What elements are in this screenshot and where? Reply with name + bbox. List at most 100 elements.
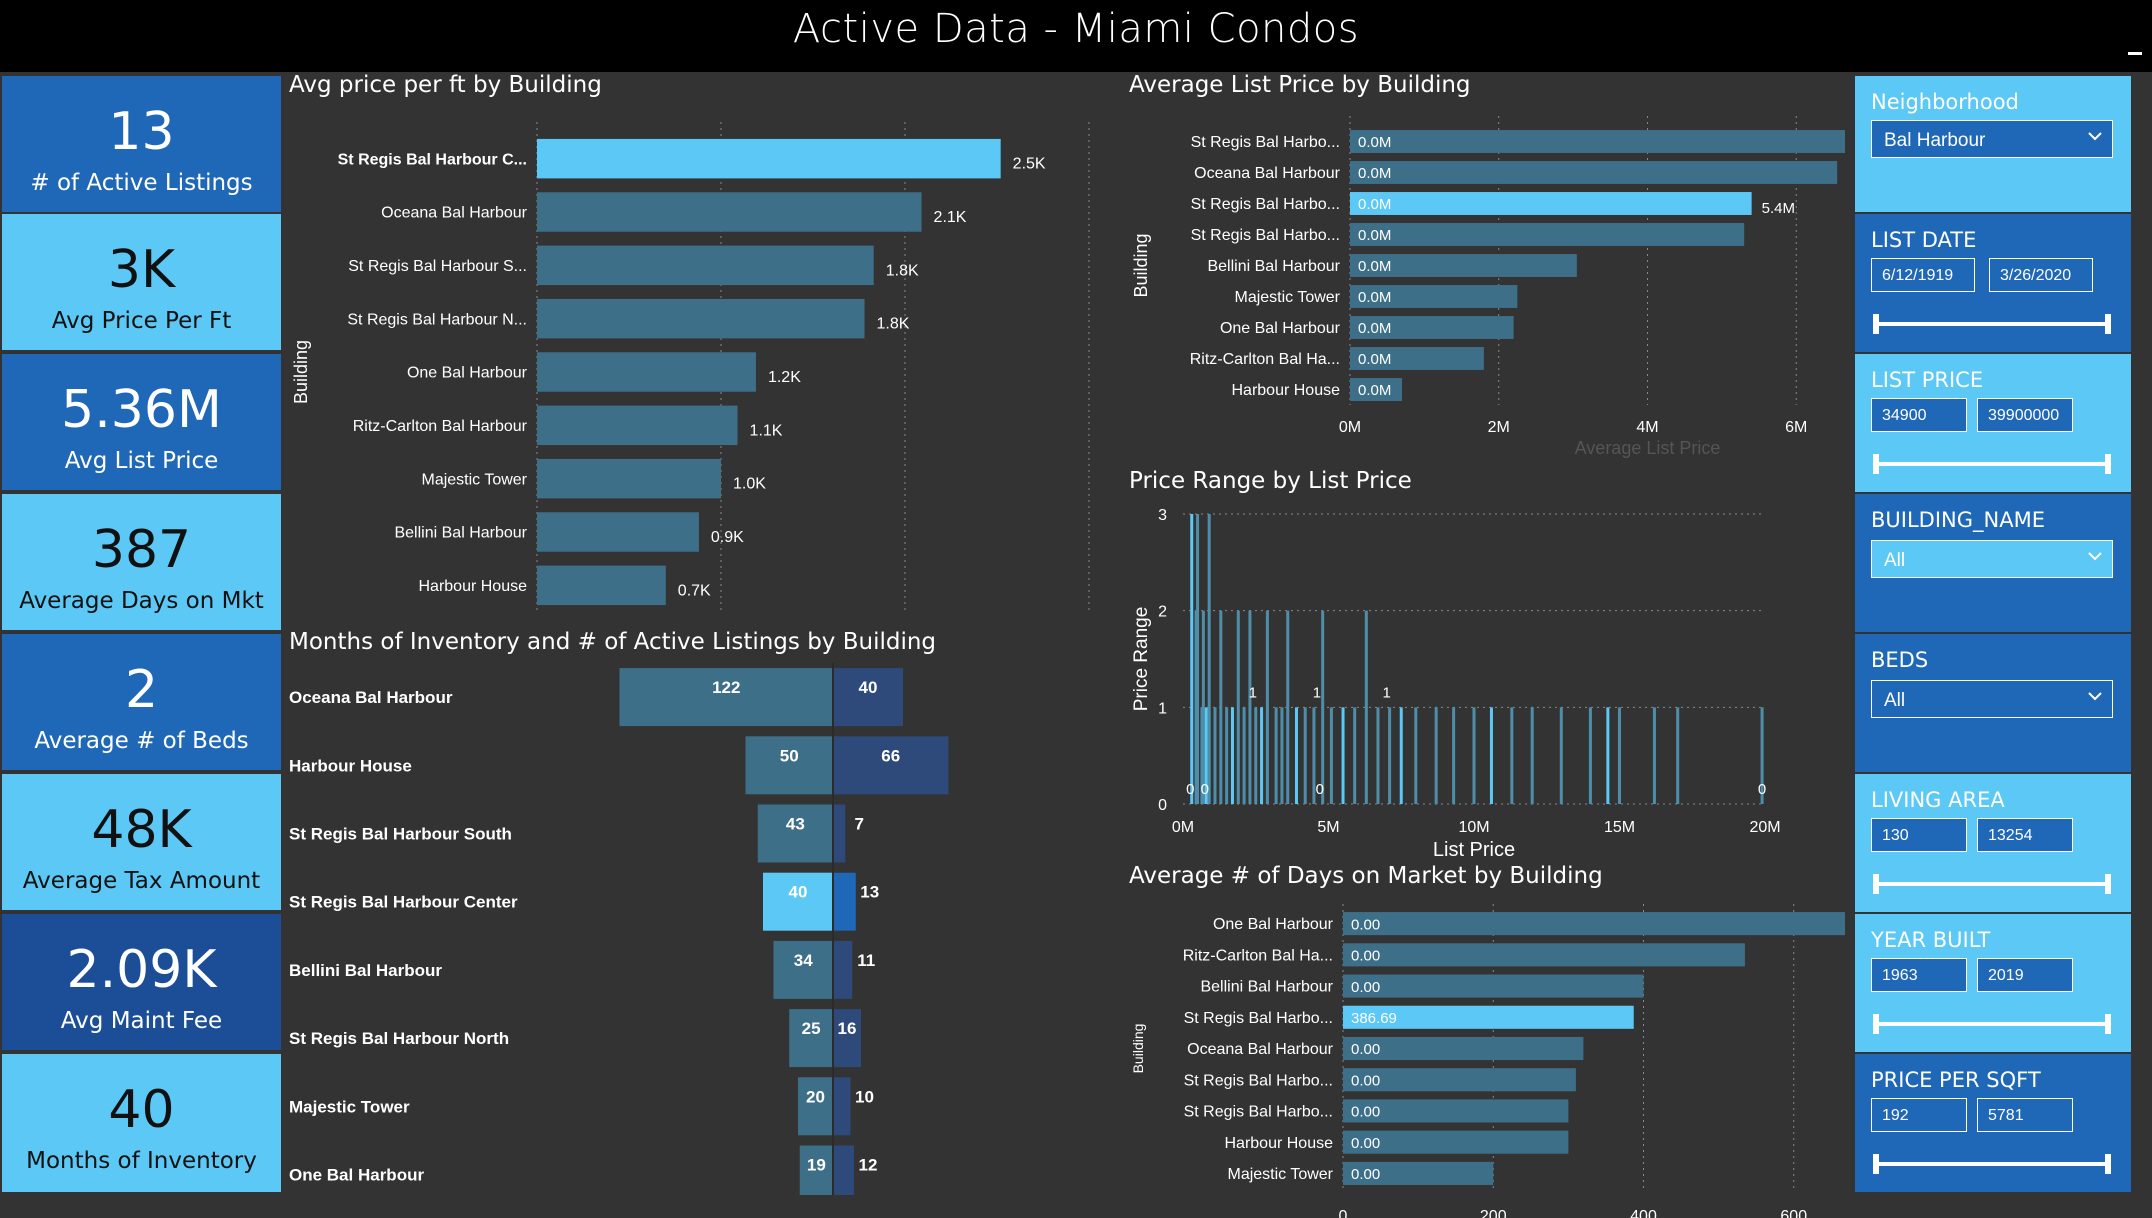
neighborhood-dropdown[interactable]: Bal Harbour [1871,120,2113,158]
bar [1343,1005,1634,1029]
slicer-label: BUILDING_NAME [1871,508,2045,532]
bar [1353,707,1357,804]
bar [537,512,699,552]
bar-value-label: 1.8K [877,316,910,333]
bar-value-label: 0.00 [1351,948,1380,965]
bar [1434,707,1438,804]
range-max-value: 5781 [1988,1107,2024,1124]
x-tick-label: 4M [1636,419,1658,436]
bar-left [763,872,833,931]
y-tick-label: 3 [1158,507,1167,524]
category-label: Majestic Tower [1227,1166,1333,1183]
category-label: Bellini Bal Harbour [289,961,442,980]
slicer-label: Neighborhood [1871,90,2019,114]
bar [1676,707,1680,804]
bar [1196,514,1200,804]
year-built-range-slider[interactable] [1871,1014,2113,1034]
bar-value-label: 0.0M [1358,351,1391,368]
data-label: 1 [1383,684,1391,701]
bar [1341,707,1345,804]
category-label: St Regis Bal Harbo... [1184,1010,1333,1027]
bar-left [757,804,833,863]
dropdown-value: All [1884,690,1906,711]
kpi-months-of-inventory: 40 Months of Inventory [2,1054,281,1192]
category-label: One Bal Harbour [407,365,528,382]
living-area-max-input[interactable]: 13254 [1977,818,2073,852]
bar [1350,254,1577,277]
kpi-value: 40 [108,1080,175,1140]
minimize-icon[interactable] [2128,52,2142,55]
report-title: Active Data - Miami Condos [792,6,1360,52]
living-area-min-input[interactable]: 130 [1871,818,1967,852]
list-date-min-input[interactable]: 6/12/1919 [1871,258,1975,292]
list-price-max-input[interactable]: 39900000 [1977,398,2073,432]
list-date-max-input[interactable]: 3/26/2020 [1989,258,2093,292]
bar [1248,610,1252,804]
slicer-list-price: LIST PRICE 34900 39900000 [1855,354,2131,492]
bar [1343,943,1745,967]
bar [1588,707,1592,804]
bar-value-label: 0.0M [1358,320,1391,337]
slider-handle-min [1873,1154,1879,1174]
x-axis-title: List Price [1433,839,1515,860]
price-per-sqft-range-slider[interactable] [1871,1154,2113,1174]
bar [1265,610,1269,804]
category-label: St Regis Bal Harbo... [1191,227,1340,244]
bar-left [773,940,833,999]
list-price-range-slider[interactable] [1871,454,2113,474]
slicer-label: LIST DATE [1871,228,1977,252]
slider-handle-max [2105,454,2111,474]
chart-title-price-range: Price Range by List Price [1129,468,1412,494]
days-on-market-chart: 0200400600800One Bal Harbour0.00Ritz-Car… [1130,900,1845,1218]
bar-right [833,804,846,863]
price-per-sqft-min-input[interactable]: 192 [1871,1098,1967,1132]
bar [1219,610,1223,804]
category-label: St Regis Bal Harbour South [289,825,512,844]
x-tick-label: 200 [1480,1208,1507,1218]
year-built-min-input[interactable]: 1963 [1871,958,1967,992]
slicer-label: PRICE PER SQFT [1871,1068,2041,1092]
building-name-dropdown[interactable]: All [1871,540,2113,578]
category-label: One Bal Harbour [289,1166,424,1185]
bar [1254,707,1258,804]
bar-right [833,736,949,795]
x-tick-label: 10M [1458,819,1489,836]
range-min-value: 130 [1882,827,1909,844]
year-built-max-input[interactable]: 2019 [1977,958,2073,992]
bar [1343,1068,1576,1092]
slider-handle-min [1873,1014,1879,1034]
slider-handle-min [1873,454,1879,474]
range-min-value: 34900 [1882,407,1927,424]
slider-handle-max [2105,1014,2111,1034]
range-max-value: 13254 [1988,827,2033,844]
slicer-living-area: LIVING AREA 130 13254 [1855,774,2131,912]
bar-value-label: 0.9K [711,529,744,546]
bar [1343,1130,1569,1154]
category-label: Oceana Bal Harbour [1194,165,1341,182]
x-tick-label: 5M [1317,819,1339,836]
avg-price-per-ft-chart: 0K1K2K3KSt Regis Bal Harbour C...2.5KOce… [291,122,1090,612]
avg-list-price-chart: 0M2M4M6M8MSt Regis Bal Harbo...0.0MOcean… [1131,116,1845,458]
bar [1343,912,1845,936]
chart-title-avg-price-per-ft: Avg price per ft by Building [289,72,602,98]
list-price-min-input[interactable]: 34900 [1871,398,1967,432]
bar [1286,610,1290,804]
list-date-range-slider[interactable] [1871,314,2113,334]
bar-value-label: 50 [780,746,799,765]
bar-right [833,1145,854,1195]
living-area-range-slider[interactable] [1871,874,2113,894]
bar-value-label: 13 [860,883,879,902]
slider-handle-max [2105,874,2111,894]
beds-dropdown[interactable]: All [1871,680,2113,718]
slicer-label: YEAR BUILT [1871,928,1991,952]
bar-value-label: 2.5K [1013,156,1046,173]
range-min-value: 6/12/1919 [1882,267,1954,284]
kpi-value: 2.09K [66,940,217,1000]
bar [1343,1036,1584,1061]
kpi-value: 5.36M [61,380,222,440]
bar [1225,707,1229,804]
bar [1350,285,1518,308]
y-axis-title: Building [291,340,311,404]
price-per-sqft-max-input[interactable]: 5781 [1977,1098,2073,1132]
bar [1329,707,1333,804]
